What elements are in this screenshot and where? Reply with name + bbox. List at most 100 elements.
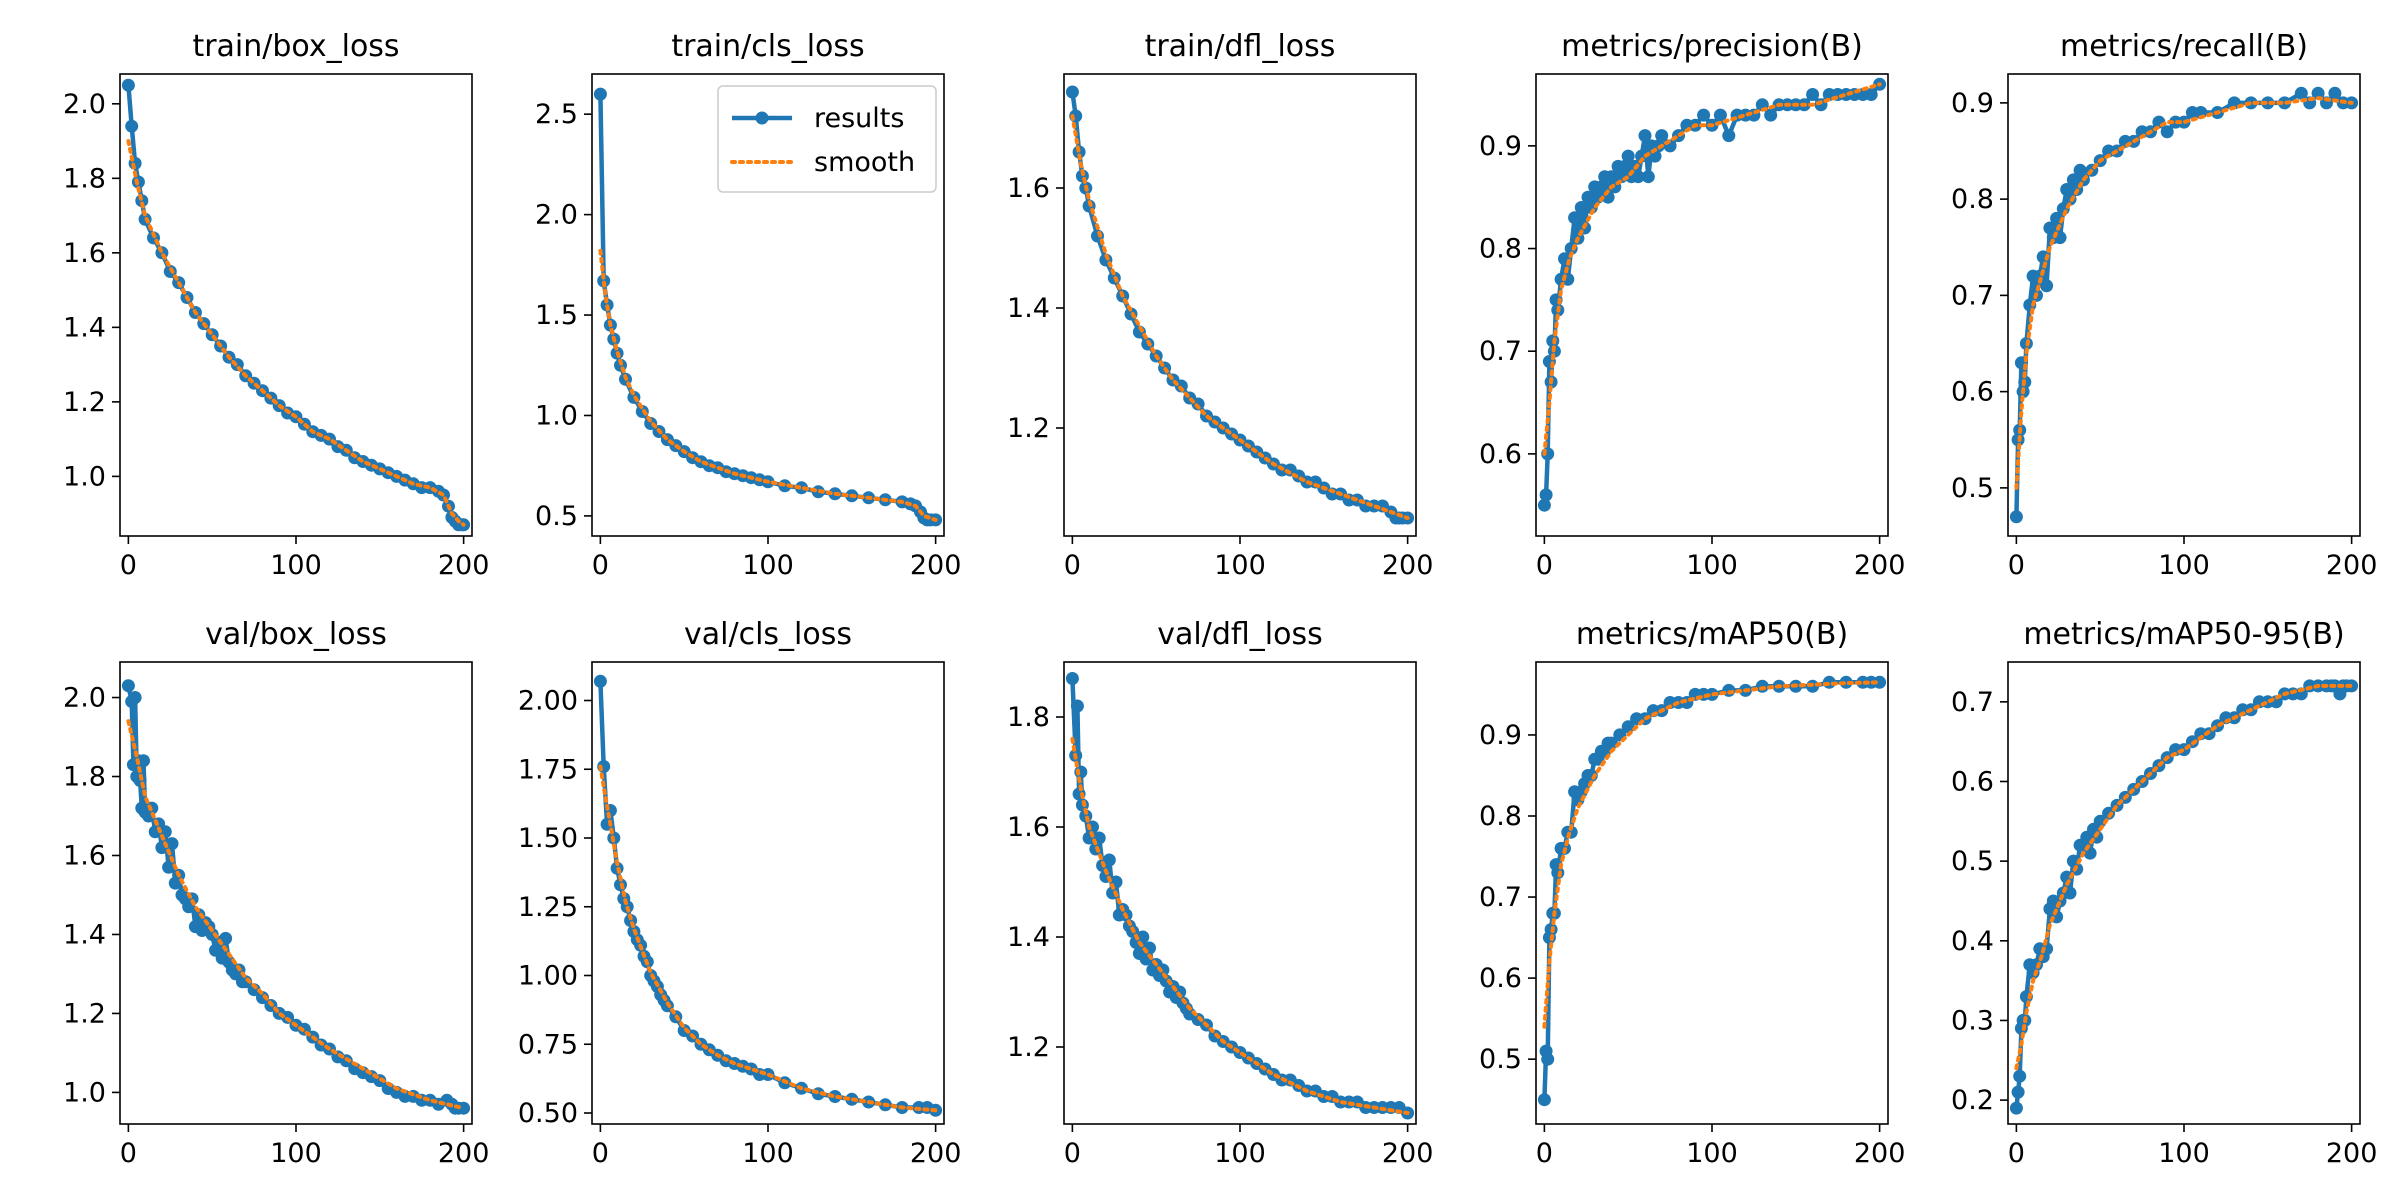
subplot-7: val/dfl_loss 0 100 200 1.2 1.4 1.6 1.8	[1007, 617, 1433, 1169]
subplot-5: val/box_loss 0 100 200 1.0 1.2 1.4 1.6 1.8 2.0	[63, 617, 489, 1169]
data-point	[1102, 853, 1116, 867]
axes-frame	[119, 73, 473, 537]
y-tick-label: 0.6	[1951, 766, 1994, 797]
data-point	[1755, 679, 1769, 693]
data-point	[1635, 149, 1649, 163]
y-tick-label: 1.4	[1007, 922, 1050, 953]
y-tick-label: 0.7	[1951, 280, 1994, 311]
data-point	[1864, 88, 1878, 101]
y-tick-label: 1.25	[518, 892, 578, 923]
subplot-9: metrics/mAP50-95(B) 0 100 200 0.2 0.3 0.4 0.5 0.…	[1951, 617, 2377, 1169]
y-tick-label: 2.00	[518, 686, 578, 717]
series-smooth-line	[1070, 737, 1410, 1115]
legend-smooth-label: smooth	[814, 147, 915, 178]
x-tick-label: 200	[2326, 550, 2378, 581]
y-tick-label: 1.00	[518, 961, 578, 992]
plot-area	[1065, 672, 1415, 1120]
y-tick-label: 1.6	[1007, 812, 1050, 843]
data-point	[165, 837, 179, 851]
subplot-title: val/cls_loss	[684, 617, 852, 652]
plot-area	[121, 78, 471, 532]
subplot-title: val/box_loss	[205, 617, 387, 652]
subplot-0: train/box_loss 0 100 200 1.0 1.2 1.4 1.6 1.8 2.0	[63, 29, 489, 581]
y-tick-label: 1.2	[63, 998, 106, 1029]
data-point	[2009, 1101, 2023, 1115]
data-point	[1568, 211, 1582, 225]
axes-frame	[1535, 661, 1889, 1125]
y-tick-label: 0.9	[1951, 88, 1994, 119]
y-tick-label: 0.8	[1479, 801, 1522, 832]
data-point	[1839, 675, 1853, 689]
y-tick-label: 0.8	[1951, 184, 1994, 215]
x-tick-label: 200	[438, 1138, 490, 1169]
plot-area	[1537, 675, 1887, 1107]
y-tick-label: 2.5	[535, 99, 578, 130]
x-tick-label: 100	[1686, 1138, 1738, 1169]
x-tick-label: 100	[270, 1138, 322, 1169]
y-tick-label: 0.6	[1479, 439, 1522, 470]
data-point	[121, 78, 135, 92]
data-point	[1618, 159, 1632, 173]
x-tick-label: 200	[438, 550, 490, 581]
data-point	[121, 679, 135, 693]
x-tick-label: 0	[2008, 550, 2025, 581]
series-smooth-line	[1070, 114, 1410, 520]
y-tick-label: 0.9	[1479, 131, 1522, 162]
x-tick-label: 0	[2008, 1138, 2025, 1169]
data-point	[2261, 96, 2275, 110]
subplot-title: train/dfl_loss	[1145, 29, 1336, 64]
data-point	[137, 754, 150, 768]
x-tick-label: 0	[1536, 550, 1553, 581]
y-tick-label: 0.5	[1951, 846, 1994, 877]
data-point	[1631, 170, 1645, 184]
series-smooth-line	[598, 248, 938, 522]
x-tick-label: 200	[1854, 1138, 1906, 1169]
data-point	[1065, 85, 1079, 99]
subplot-6: val/cls_loss 0 100 200 0.50 0.75 1.00 1.25 1.50 1…	[518, 617, 962, 1169]
data-point	[593, 674, 607, 688]
y-tick-label: 0.5	[1951, 473, 1994, 504]
data-point	[1641, 170, 1655, 184]
y-tick-label: 1.6	[63, 238, 106, 269]
plot-area	[1537, 77, 1887, 512]
x-tick-label: 100	[2158, 550, 2210, 581]
x-tick-label: 100	[2158, 1138, 2210, 1169]
y-tick-label: 0.9	[1479, 720, 1522, 751]
y-tick-label: 2.0	[63, 89, 106, 120]
y-tick-label: 0.8	[1479, 234, 1522, 265]
plot-area	[2009, 86, 2359, 524]
data-point	[1594, 180, 1608, 194]
x-tick-label: 200	[1382, 1138, 1434, 1169]
axes-frame	[1535, 73, 1889, 537]
data-point	[1604, 736, 1618, 750]
data-point	[2013, 1069, 2027, 1083]
x-tick-label: 0	[592, 550, 609, 581]
y-tick-label: 1.0	[535, 400, 578, 431]
legend-results-marker	[755, 111, 769, 125]
series-smooth-line	[126, 719, 466, 1111]
axes-frame	[1063, 73, 1417, 537]
series-results-line	[2014, 91, 2352, 517]
x-tick-label: 200	[1382, 550, 1434, 581]
data-point	[128, 691, 142, 704]
data-point	[1065, 672, 1079, 685]
series-results-line	[1070, 91, 1408, 521]
y-tick-label: 1.4	[63, 919, 106, 950]
y-tick-label: 1.75	[518, 754, 578, 785]
y-tick-label: 1.0	[63, 461, 106, 492]
data-point	[1537, 1093, 1551, 1107]
axes-frame	[119, 661, 473, 1125]
legend-box	[717, 85, 937, 193]
x-tick-label: 0	[120, 550, 137, 581]
series-results-line	[126, 85, 465, 528]
subplot-1: train/cls_loss 0 100 200 0.5 1.0 1.5 2.0 2.5 resu…	[535, 29, 961, 581]
y-tick-label: 0.5	[535, 501, 578, 532]
x-tick-label: 100	[742, 1138, 794, 1169]
y-tick-label: 1.6	[1007, 173, 1050, 204]
plot-area	[593, 87, 943, 527]
subplot-4: metrics/recall(B) 0 100 200 0.5 0.6 0.7 0.8 0.9	[1951, 29, 2377, 581]
y-tick-label: 0.5	[1479, 1044, 1522, 1075]
data-point	[1136, 930, 1150, 944]
y-tick-label: 0.7	[1479, 882, 1522, 913]
